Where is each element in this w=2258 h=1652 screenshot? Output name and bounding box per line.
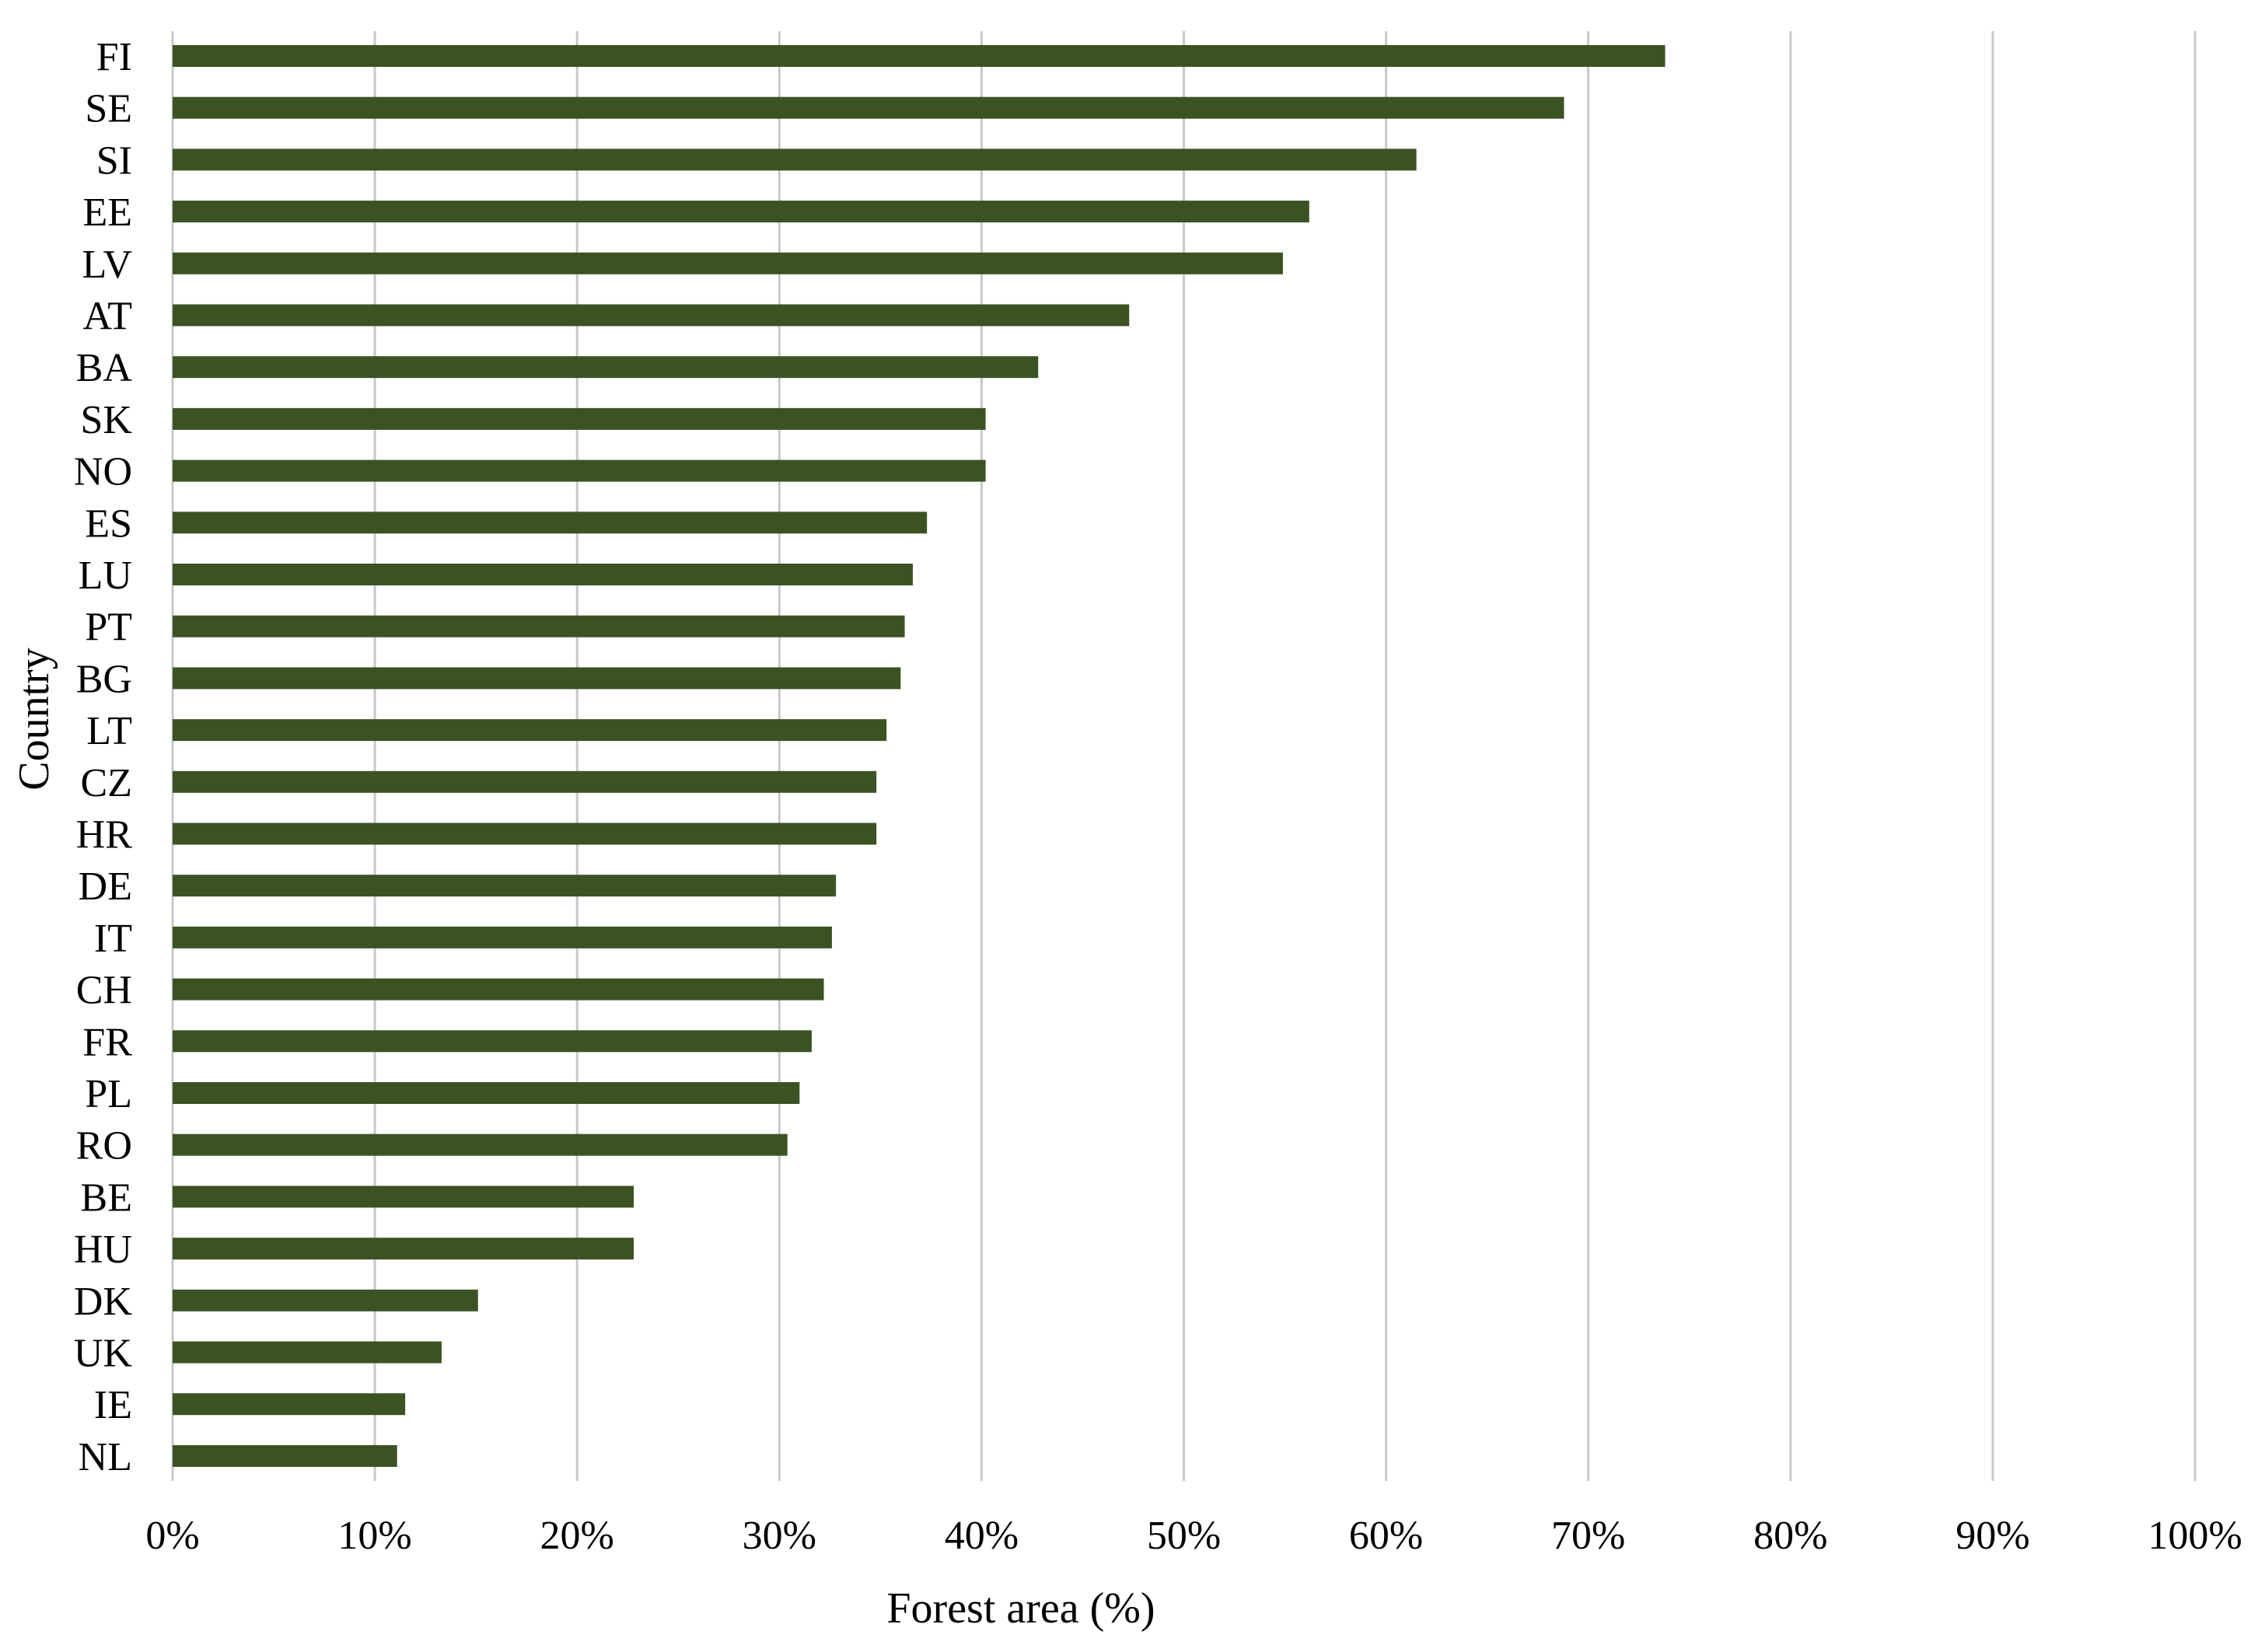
y-axis-title: Country [10, 648, 58, 791]
y-tick-label: RO [76, 1124, 132, 1168]
bar-dk [173, 1289, 478, 1311]
y-tick-label: IT [94, 917, 132, 961]
y-tick-label: CH [76, 969, 132, 1013]
y-tick-label: DE [79, 864, 132, 909]
bar-at [173, 304, 1130, 327]
x-tick-label: 90% [1956, 1514, 2029, 1558]
x-tick-label: 50% [1147, 1514, 1221, 1558]
y-tick-label: FR [82, 1020, 132, 1064]
bar-be [173, 1186, 634, 1208]
y-tick-label: IE [94, 1383, 132, 1427]
y-tick-label: BA [76, 346, 133, 390]
y-tick-label: NL [79, 1435, 132, 1479]
x-tick-labels: 0% 10% 20% 30% 40% 50% 60% 70% 80% 90% 100% [145, 1514, 2242, 1558]
x-tick-label: 10% [337, 1514, 411, 1558]
y-tick-label: UK [74, 1332, 133, 1376]
y-tick-label: FI [96, 35, 132, 79]
bar-ie [173, 1393, 406, 1416]
x-tick-label: 30% [743, 1514, 816, 1558]
y-tick-label: BG [76, 657, 132, 701]
y-tick-label: AT [82, 295, 132, 339]
y-tick-label: PL [85, 1072, 132, 1116]
bar-se [173, 96, 1564, 119]
y-tick-label: HU [74, 1228, 132, 1272]
bar-cz [173, 770, 877, 793]
x-tick-label: 70% [1551, 1514, 1625, 1558]
bar-hr [173, 823, 877, 845]
x-tick-label: 60% [1349, 1514, 1423, 1558]
bar-lv [173, 252, 1283, 274]
gridlines [171, 31, 2197, 1481]
y-tick-label: PT [85, 606, 132, 650]
bar-es [173, 512, 928, 534]
y-tick-label: HR [76, 813, 133, 857]
x-tick-label: 80% [1753, 1514, 1827, 1558]
bar-ba [173, 356, 1039, 379]
y-tick-label: ES [85, 501, 132, 546]
x-tick-label: 20% [540, 1514, 614, 1558]
y-tick-label: NO [74, 450, 132, 494]
bar-fi [173, 45, 1666, 67]
bar-de [173, 875, 837, 897]
y-tick-label: CZ [81, 761, 132, 805]
y-tick-label: LT [86, 709, 132, 753]
y-tick-label: LV [82, 243, 132, 287]
bar-lu [173, 564, 913, 585]
bar-hu [173, 1238, 634, 1260]
bar-it [173, 926, 832, 948]
y-tick-label: DK [74, 1280, 133, 1324]
x-tick-label: 40% [945, 1514, 1019, 1558]
bar-lt [173, 719, 887, 742]
bar-fr [173, 1030, 812, 1053]
x-axis-title: Forest area (%) [886, 1584, 1155, 1633]
y-tick-label: EE [82, 190, 132, 235]
y-tick-label: SE [85, 87, 132, 131]
y-tick-label: BE [81, 1175, 132, 1220]
y-tick-label: SI [96, 138, 132, 183]
bar-ee [173, 201, 1309, 223]
y-tick-label: LU [79, 554, 132, 598]
bar-nl [173, 1444, 397, 1467]
bar-pl [173, 1082, 800, 1104]
bar-sk [173, 407, 986, 430]
bar-bg [173, 667, 901, 690]
bar-ch [173, 978, 824, 1001]
x-tick-label: 100% [2148, 1514, 2242, 1558]
bar-pt [173, 615, 905, 637]
y-tick-labels: FI SE SI EE LV AT BA SK NO ES LU PT BG LT CZ HR DE IT CH FR… [74, 35, 133, 1479]
bar-ro [173, 1133, 788, 1156]
bar-no [173, 459, 986, 482]
bars [173, 45, 1666, 1467]
y-tick-label: SK [81, 398, 133, 442]
bar-si [173, 148, 1417, 171]
bar-uk [173, 1341, 442, 1364]
x-tick-label: 0% [145, 1514, 199, 1558]
